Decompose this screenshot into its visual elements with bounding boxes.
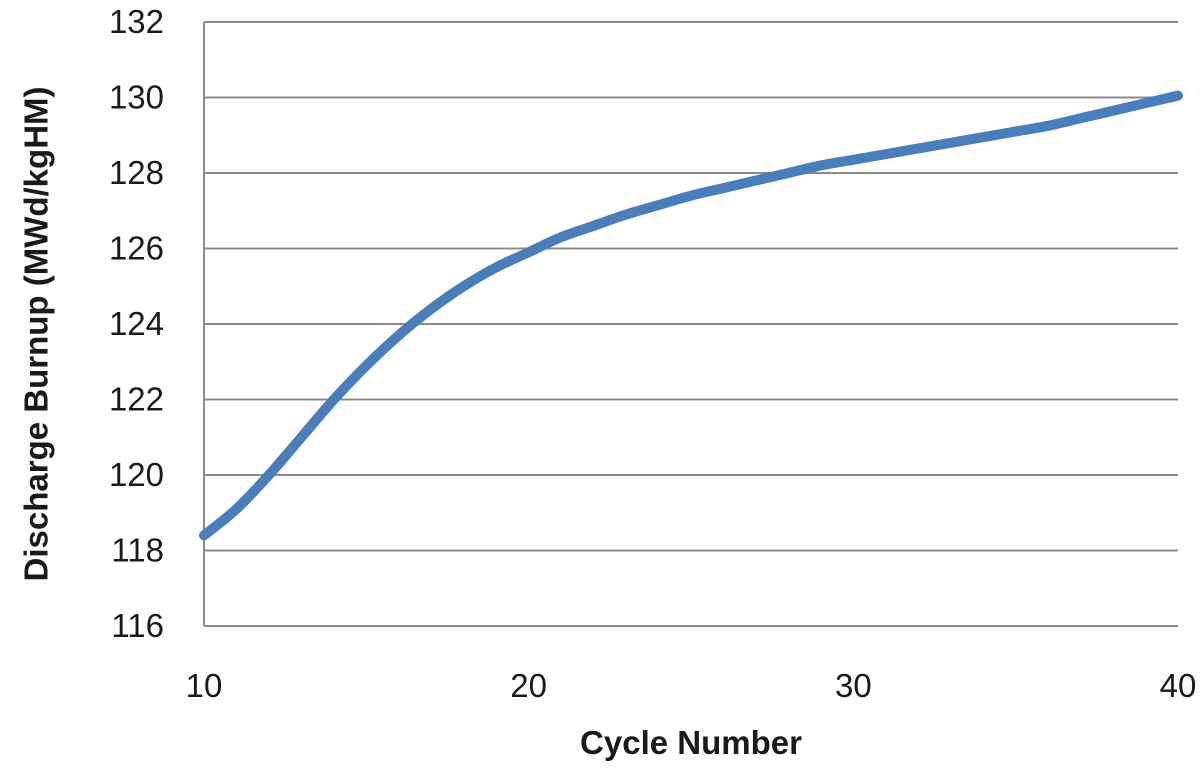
y-tick-label: 120	[109, 456, 164, 493]
y-tick-label: 118	[111, 532, 164, 569]
x-tick-label: 30	[835, 667, 872, 704]
x-tick-label: 40	[1160, 667, 1197, 704]
x-tick-label: 10	[186, 667, 223, 704]
y-tick-label: 122	[109, 381, 164, 418]
y-tick-label: 116	[111, 607, 164, 644]
y-tick-label: 128	[109, 154, 164, 191]
y-tick-label: 126	[109, 230, 164, 267]
gridlines	[204, 21, 1178, 552]
y-tick-label: 132	[109, 3, 164, 40]
y-axis-title: Discharge Burnup (MWd/kgHM)	[18, 87, 55, 582]
y-tick-label: 124	[109, 305, 164, 342]
axes	[203, 22, 1178, 627]
y-tick-label: 130	[109, 79, 164, 116]
y-tick-labels: 116 118 120 122 124 126 128 130 132	[109, 3, 164, 644]
series-line-0	[199, 90, 1183, 541]
x-tick-labels: 10 20 30 40	[186, 667, 1197, 704]
x-axis-title: Cycle Number	[580, 724, 802, 761]
x-tick-label: 20	[510, 667, 547, 704]
series-layer	[199, 90, 1183, 541]
